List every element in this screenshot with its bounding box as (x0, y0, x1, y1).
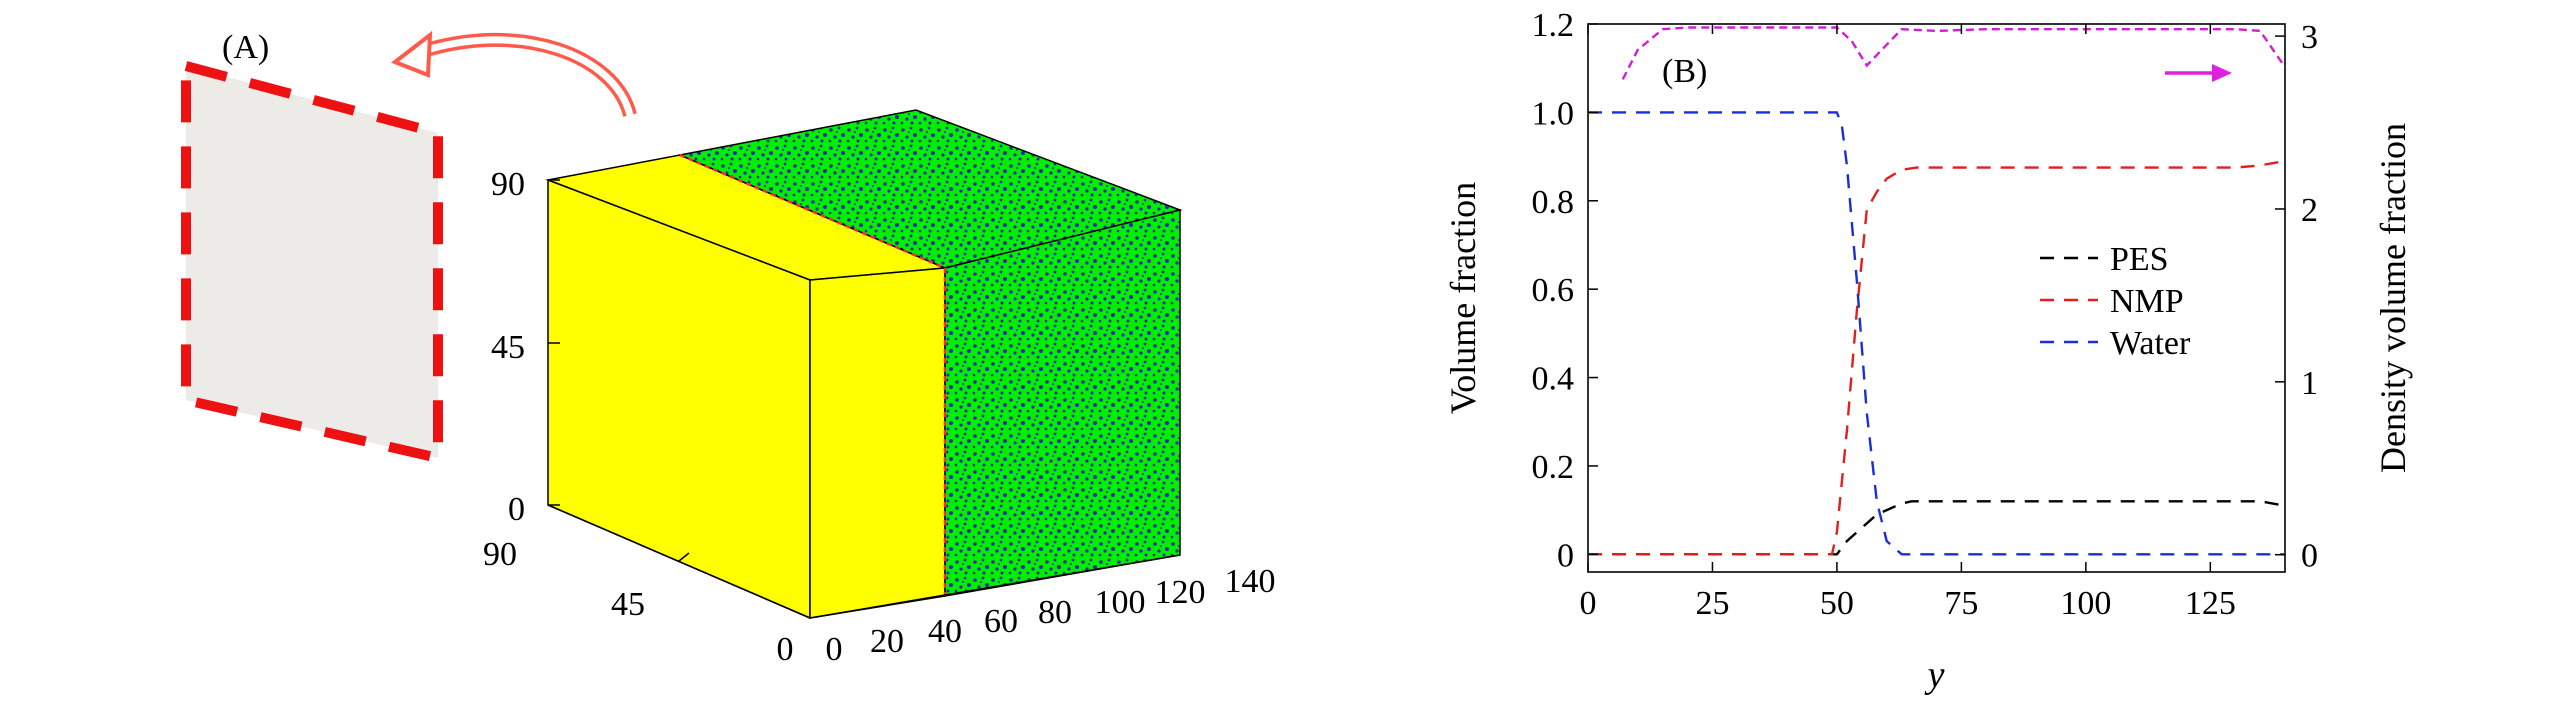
front-tick-label: 80 (1038, 594, 1072, 631)
panel-a-3d-box: (A) 0 45 90 90 45 0 0 20 40 (181, 29, 1276, 668)
x-axis: 0 25 50 75 100 125 (1580, 24, 2236, 622)
legend-label: PES (2110, 241, 2169, 278)
legend-label: Water (2110, 325, 2191, 362)
detached-slab (181, 59, 443, 465)
y-right-tick-label: 2 (2301, 192, 2318, 229)
depth-axis-tick (678, 552, 690, 562)
x-tick-label: 125 (2185, 585, 2236, 622)
x-tick-label: 75 (1944, 585, 1978, 622)
curved-arrow-head (390, 30, 433, 78)
panel-a-label: (A) (222, 29, 269, 66)
y-right-tick-label: 1 (2301, 365, 2318, 402)
front-tick-label: 60 (984, 603, 1018, 640)
series-line-density (1621, 26, 2286, 80)
right-axis-arrow-head (2212, 64, 2232, 82)
y-tick-label: 0.8 (1532, 184, 1575, 221)
depth-tick-label: 45 (611, 586, 645, 623)
panel-b-label: (B) (1662, 53, 1707, 90)
y-axis-label: Volume fraction (1443, 182, 1483, 414)
front-tick-label: 20 (870, 623, 904, 660)
legend-label: NMP (2110, 283, 2184, 320)
front-tick-label: 40 (928, 613, 962, 650)
y-right-tick-label: 0 (2301, 538, 2318, 575)
y-tick-label: 1.2 (1532, 7, 1575, 44)
y-tick-label: 0 (1557, 537, 1574, 574)
legend: PES NMP Water (2040, 241, 2191, 362)
depth-tick-label: 0 (777, 631, 794, 668)
y-right-tick-label: 3 (2301, 19, 2318, 56)
box-side-speckled-face (944, 209, 1181, 597)
y-tick-label: 0.2 (1532, 449, 1575, 486)
y-axis-left: 0 0.2 0.4 0.6 0.8 1.0 1.2 (1532, 7, 1598, 574)
front-axis-labels: 0 20 40 60 80 100 120 140 (826, 563, 1276, 668)
depth-axis-line (547, 504, 811, 619)
panel-b-line-chart: (B) 0 25 50 75 100 125 0 0.2 0.4 0.6 0.8 1.0 1.2 0 1… (1443, 7, 2413, 696)
y-tick-label: 0.4 (1532, 361, 1575, 398)
front-tick-label: 140 (1225, 563, 1276, 600)
vertical-tick-label: 90 (491, 166, 525, 203)
curved-arrow-core (418, 36, 634, 116)
box-side-yellow-face (809, 267, 946, 619)
front-tick-label: 100 (1095, 584, 1146, 621)
y-tick-label: 0.6 (1532, 272, 1575, 309)
vertical-tick-label: 45 (491, 329, 525, 366)
interface-top-line (679, 153, 946, 270)
y-axis-right-label: Density volume fraction (2373, 123, 2413, 473)
curved-arrow-body (417, 32, 637, 118)
x-tick-label: 0 (1580, 585, 1597, 622)
x-tick-label: 50 (1820, 585, 1854, 622)
x-tick-label: 100 (2060, 585, 2111, 622)
series-line-pes (1588, 500, 2286, 556)
series-line-water (1588, 111, 2285, 556)
series-layer (1588, 26, 2286, 556)
front-tick-label: 120 (1155, 574, 1206, 611)
plot-frame (1587, 23, 2286, 573)
front-axis-line (809, 554, 1181, 619)
series-line-nmp (1588, 159, 2286, 556)
y-tick-label: 1.0 (1532, 95, 1575, 132)
front-tick-label: 0 (826, 631, 843, 668)
x-axis-label: y (1924, 654, 1945, 696)
vertical-tick-label: 0 (508, 491, 525, 528)
x-tick-label: 25 (1695, 585, 1729, 622)
y-axis-right: 0 1 2 3 (2275, 19, 2318, 575)
depth-tick-label: 90 (483, 536, 517, 573)
